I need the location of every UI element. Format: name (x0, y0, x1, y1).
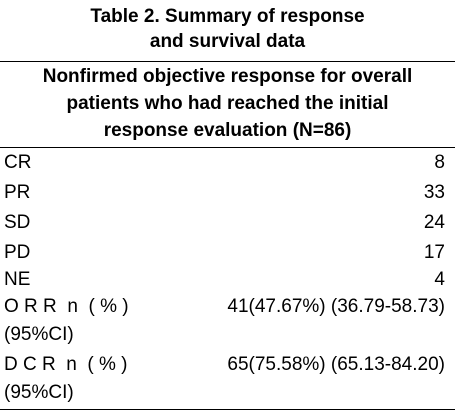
dcr-value: 65(75.58%) (65.13-84.20) (227, 354, 445, 375)
row-value: 17 (423, 242, 445, 263)
row-value: 4 (434, 269, 445, 290)
top-rule (0, 61, 455, 62)
caption-line-2: and survival data (149, 31, 306, 52)
header-rule (0, 147, 455, 148)
dcr-label: D C R n ( % ) (4, 354, 128, 375)
section-header: Nonfirmed objective response for overall… (0, 63, 455, 144)
section-header-line-1: Nonfirmed objective response for overall (42, 66, 413, 87)
caption-line-1: Table 2. Summary of response (90, 6, 365, 27)
section-header-line-2: patients who had reached the initial (66, 93, 389, 114)
row-value: 8 (434, 152, 445, 173)
orr-label: O R R n ( % ) (4, 296, 129, 317)
row-label: CR (4, 152, 32, 173)
section-header-line-3: response evaluation (N=86) (103, 120, 352, 141)
orr-ci-label: (95%CI) (4, 324, 74, 345)
dcr-ci-label: (95%CI) (4, 382, 74, 403)
row-label: SD (4, 212, 31, 233)
row-label: PR (4, 182, 31, 203)
orr-value: 41(47.67%) (36.79-58.73) (227, 296, 445, 317)
row-value: 24 (423, 212, 445, 233)
row-label: NE (4, 269, 31, 290)
table-caption: Table 2. Summary of response and surviva… (0, 4, 455, 54)
row-label: PD (4, 242, 31, 263)
row-value: 33 (423, 182, 445, 203)
bottom-rule (0, 409, 455, 410)
